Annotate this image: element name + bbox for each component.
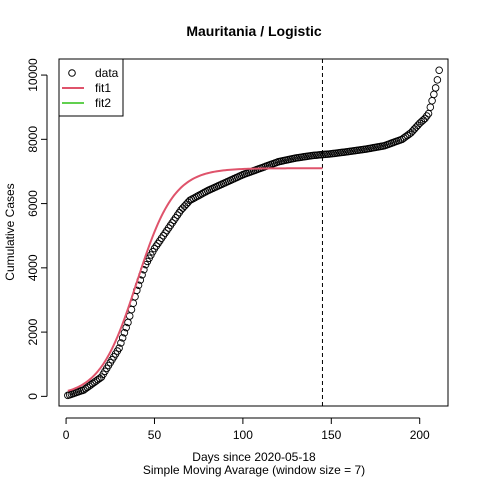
legend-fit2-label: fit2 (95, 96, 111, 110)
chart-title: Mauritania / Logistic (186, 23, 322, 39)
data-point (120, 328, 129, 337)
x-tick-label: 200 (410, 428, 430, 442)
y-tick-label: 8000 (26, 126, 40, 153)
x-tick-label: 50 (148, 428, 162, 442)
data-point (423, 112, 431, 120)
y-tick-label: 0 (26, 393, 40, 400)
legend-fit1-label: fit1 (95, 81, 111, 95)
data-point (435, 66, 443, 74)
legend-data-label: data (95, 66, 119, 80)
plot-frame (58, 58, 449, 407)
y-tick-label: 4000 (26, 254, 40, 281)
x-tick-label: 0 (63, 428, 70, 442)
x-tick-label: 150 (321, 428, 341, 442)
y-axis-label: Cumulative Cases (3, 183, 17, 280)
legend: data fit1 fit2 (58, 58, 124, 117)
data-point (117, 339, 125, 347)
data-layer (64, 59, 443, 406)
data-point (431, 84, 440, 92)
legend-data-marker (68, 69, 76, 77)
y-tick-label: 6000 (26, 190, 40, 217)
y-tick-label: 10000 (26, 58, 40, 92)
data-point (433, 76, 442, 84)
y-tick-label: 2000 (26, 318, 40, 345)
data-point (115, 344, 123, 352)
x-tick-label: 100 (233, 428, 253, 442)
data-point (122, 323, 130, 332)
chart-subtitle: Simple Moving Avarage (window size = 7) (143, 463, 365, 477)
x-axis-label: Days since 2020-05-18 (192, 450, 316, 464)
fit1-curve (67, 167, 323, 392)
data-point (118, 334, 127, 342)
data-point (421, 114, 429, 123)
